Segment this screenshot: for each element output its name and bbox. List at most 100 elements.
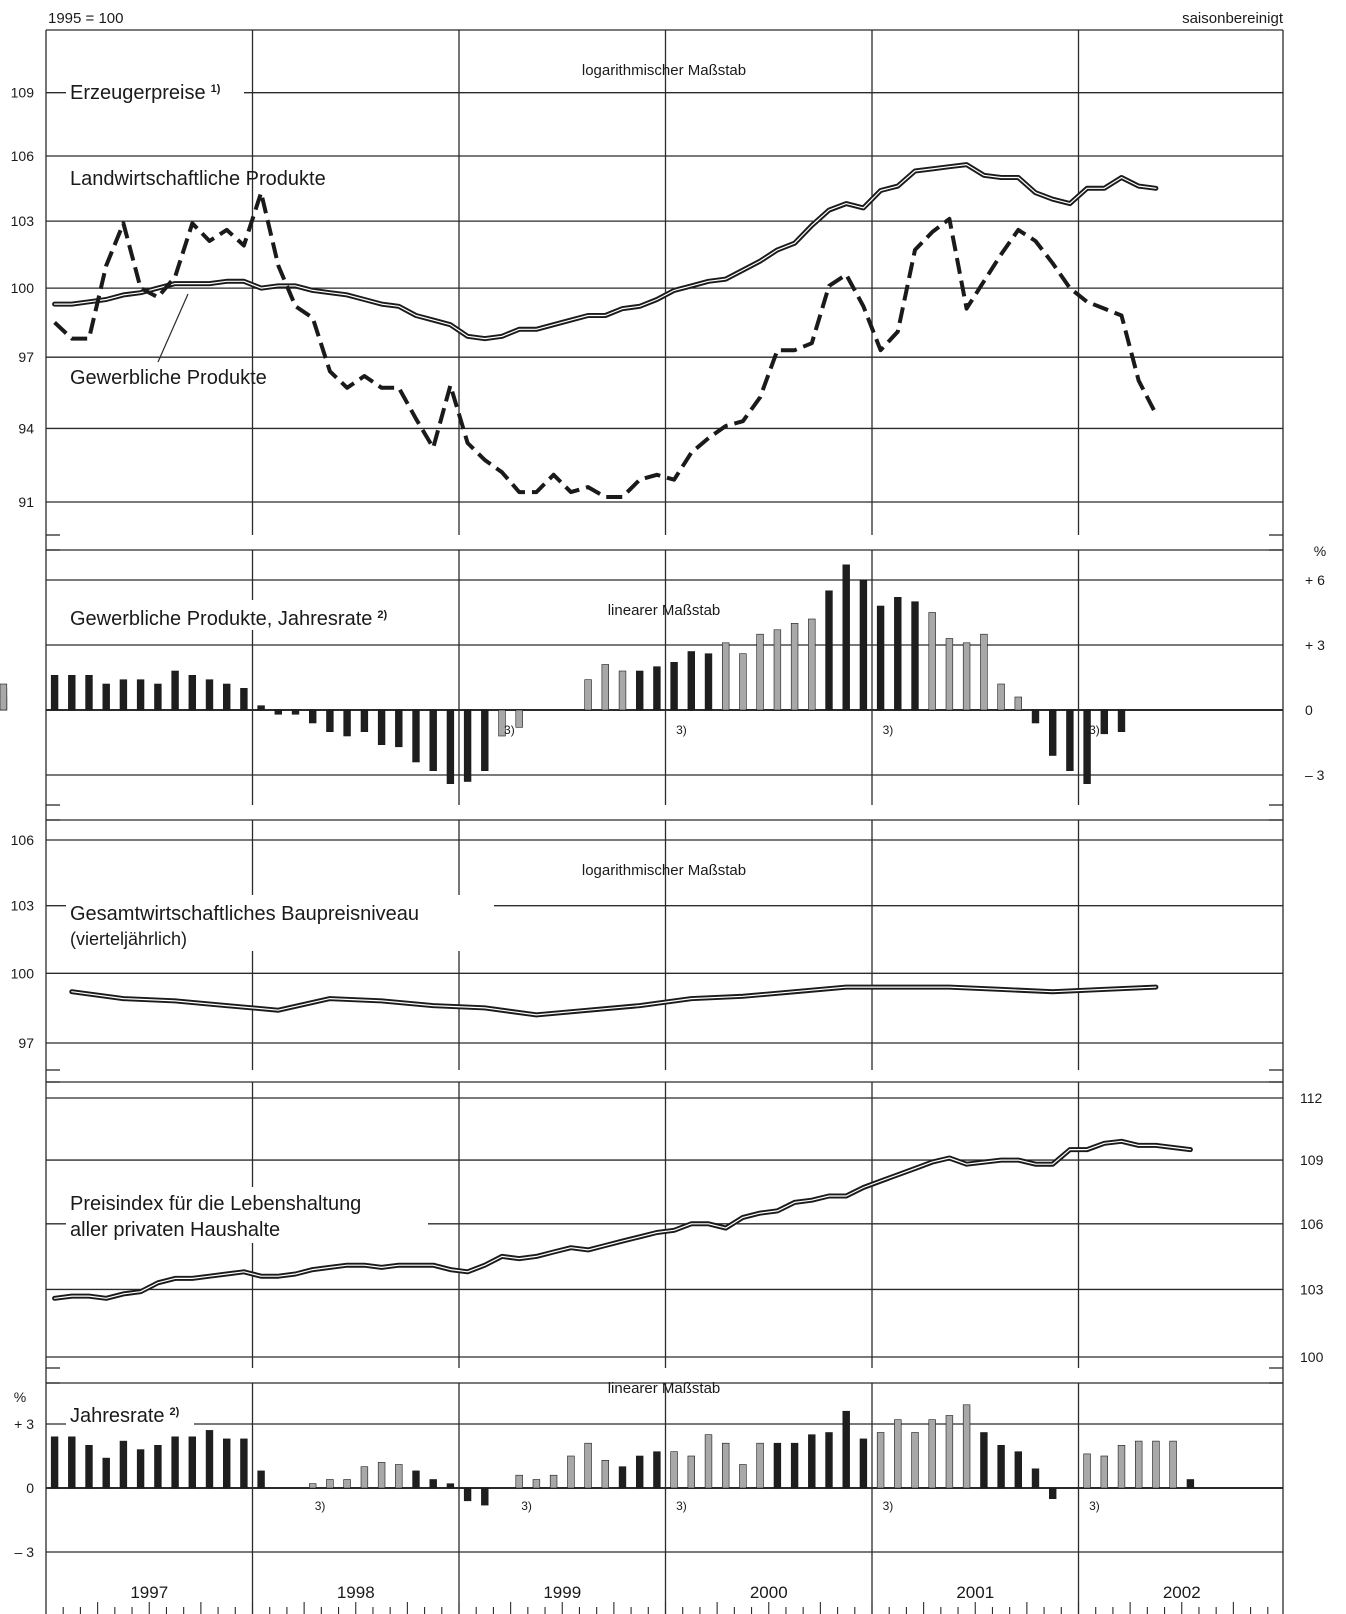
annual-rate-bar [962, 642, 971, 711]
panel-consumer-price-index: 100 103 106 109 112 Preisindex für die Lebens… [46, 1081, 1324, 1369]
annual-rate-bar [257, 705, 265, 711]
y-tick-label: 97 [18, 349, 34, 365]
annual-rate-bar [756, 633, 764, 711]
title-backdrop [66, 1398, 194, 1428]
cpi-annual-rate-bar [653, 1451, 661, 1489]
annual-rate-bar [808, 618, 816, 711]
cpi-annual-rate-bar [1117, 1445, 1126, 1489]
cpi-annual-rate-bar [808, 1434, 816, 1489]
y-tick-label: 109 [11, 85, 35, 101]
panel-producer-prices: 91 94 97 100 103 106 109 Erzeugerpreise 1) logari… [11, 29, 1283, 536]
year-label: 2002 [1163, 1583, 1201, 1602]
unit-label: % [14, 1389, 26, 1405]
cpi-annual-rate-bar [739, 1464, 747, 1489]
panel-industrial-annual-rate: % – 3 0 + 3 + 6 3) 3) 3) 3) Gewerbliche Produkte,… [0, 543, 1326, 806]
cpi-annual-rate-bar [1031, 1468, 1040, 1489]
cpi-annual-rate-bar [756, 1442, 764, 1489]
cpi-annual-rate-bar [1083, 1453, 1091, 1489]
y-tick-label: 94 [18, 420, 34, 436]
cpi-annual-rate-bar [687, 1455, 696, 1489]
annual-rate-bar [136, 679, 145, 711]
y-tick-label: 100 [11, 280, 35, 296]
annual-rate-bar [997, 683, 1005, 711]
year-label: 2000 [750, 1583, 788, 1602]
year-label: 1999 [543, 1583, 581, 1602]
annual-rate-bar [343, 709, 351, 737]
footnote-marker: 2) [377, 609, 387, 621]
scale-note: linearer Maßstab [608, 1380, 721, 1397]
title-backdrop [66, 73, 244, 105]
cpi-annual-rate-bar [945, 1415, 954, 1489]
y-tick-label: 106 [11, 832, 35, 848]
series-line-construction-core [71, 986, 1157, 1016]
footnote-marker: 3) [315, 1499, 326, 1513]
cpi-annual-rate-bar [188, 1436, 196, 1489]
annual-rate-bar [291, 709, 300, 715]
title-backdrop [66, 895, 494, 951]
cpi-annual-rate-bar [532, 1479, 541, 1489]
cpi-annual-rate-bar [1186, 1479, 1195, 1489]
annual-rate-bar [687, 651, 696, 711]
base-note: 1995 = 100 [48, 10, 124, 27]
annual-rate-bar [584, 679, 592, 711]
cpi-annual-rate-bar [876, 1432, 885, 1489]
annual-rate-bar [911, 601, 919, 711]
series-line-cpi-core [53, 1140, 1192, 1299]
cpi-annual-rate-bar [240, 1438, 248, 1489]
annual-rate-bar [515, 709, 523, 728]
y-tick-label: 100 [11, 965, 35, 981]
cpi-annual-rate-bar [567, 1455, 575, 1489]
cpi-annual-rate-bar [68, 1436, 76, 1489]
annual-rate-bar [377, 709, 386, 746]
cpi-annual-rate-bar [377, 1462, 386, 1489]
footnote-marker: 3) [676, 723, 687, 737]
series-line-agricultural [53, 190, 1158, 499]
annual-rate-bar [721, 642, 730, 711]
annual-rate-bar [85, 674, 93, 711]
panel-construction-prices: 97 100 103 106 Gesamtwirtschaftliches Baupre… [11, 819, 1283, 1071]
annual-rate-bar [1083, 709, 1091, 784]
annual-rate-bar [1117, 709, 1126, 733]
cpi-annual-rate-bar [119, 1440, 128, 1489]
cpi-annual-rate-bar [1169, 1440, 1177, 1489]
annual-rate-bar [653, 666, 661, 711]
cpi-annual-rate-bar [223, 1438, 231, 1489]
cpi-annual-rate-bar [911, 1432, 919, 1489]
annual-rate-bar [412, 709, 420, 763]
y-tick-label: 103 [1300, 1281, 1324, 1297]
y-tick-label: – 3 [1305, 767, 1325, 783]
cpi-annual-rate-bar [102, 1457, 110, 1489]
panel-consumer-annual-rate: % – 3 0 + 3 3) 3) 3) 3) 3) Jahresrate 2) linearer M… [14, 1380, 1283, 1614]
panel-title-line: aller privaten Haushalte [70, 1219, 280, 1241]
annual-rate-bar [463, 709, 472, 782]
annual-rate-bar [188, 674, 196, 711]
cpi-annual-rate-bar [446, 1483, 455, 1489]
cpi-annual-rate-bar [825, 1432, 833, 1489]
cpi-annual-rate-bar [257, 1470, 265, 1489]
leader-line [157, 293, 189, 363]
cpi-annual-rate-bar [928, 1419, 936, 1489]
cpi-annual-rate-bar [326, 1479, 334, 1489]
cpi-annual-rate-bar [980, 1432, 988, 1489]
cpi-annual-rate-bar [50, 1436, 59, 1489]
annual-rate-bar [773, 629, 782, 711]
series-label-industrial: Gewerbliche Produkte [70, 367, 267, 389]
series-line-industrial-core [53, 164, 1157, 340]
cpi-annual-rate-bar [515, 1474, 523, 1489]
cpi-annual-rate-bar [842, 1410, 850, 1489]
y-tick-label: + 3 [1305, 637, 1325, 653]
annual-rate-bar [119, 679, 128, 711]
panel-title: Jahresrate 2) [70, 1405, 180, 1427]
cpi-annual-rate-bar [997, 1445, 1005, 1489]
series-label-agricultural: Landwirtschaftliche Produkte [70, 168, 326, 190]
cpi-annual-rate-bar [1049, 1487, 1057, 1499]
cpi-annual-rate-bar [360, 1466, 369, 1489]
annual-rate-bar [1031, 709, 1040, 724]
footnote-marker: 3) [1089, 1499, 1100, 1513]
cpi-annual-rate-bar [584, 1442, 592, 1489]
panel-title-line: Preisindex für die Lebenshaltung [70, 1193, 361, 1215]
y-tick-label: + 6 [1305, 572, 1325, 588]
y-tick-label: 106 [11, 148, 35, 164]
annual-rate-bar [1100, 709, 1109, 735]
footnote-marker: 3) [1089, 723, 1100, 737]
